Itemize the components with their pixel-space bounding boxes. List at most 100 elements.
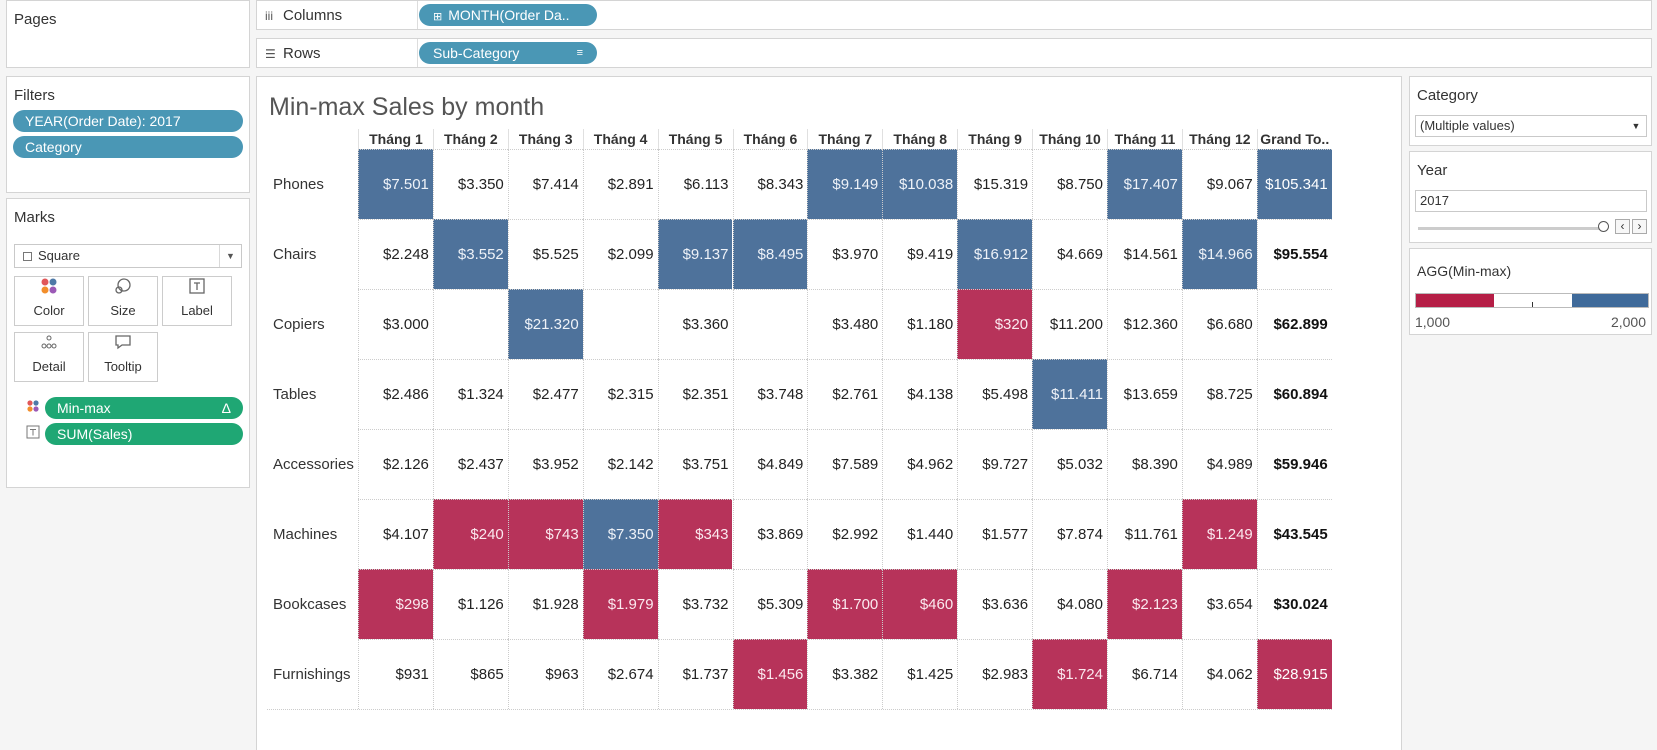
table-cell[interactable]: $5.032: [1032, 429, 1107, 499]
table-cell[interactable]: $6.680: [1181, 289, 1257, 359]
table-cell[interactable]: $1.440: [882, 499, 958, 569]
table-cell[interactable]: $9.419: [882, 219, 958, 289]
table-cell[interactable]: $1.249: [1181, 499, 1257, 569]
table-cell[interactable]: $931: [358, 639, 433, 709]
table-cell[interactable]: $2.315: [582, 359, 658, 429]
table-cell[interactable]: $3.732: [657, 569, 733, 639]
table-cell[interactable]: $8.725: [1181, 359, 1257, 429]
year-slider-track[interactable]: [1418, 227, 1604, 230]
table-cell[interactable]: $6.113: [657, 149, 733, 219]
table-cell[interactable]: $2.126: [358, 429, 433, 499]
row-header[interactable]: Bookcases: [273, 595, 347, 613]
table-cell[interactable]: $5.498: [957, 359, 1033, 429]
table-cell[interactable]: $2.992: [807, 499, 883, 569]
grand-total-cell[interactable]: $30.024: [1256, 569, 1332, 639]
column-header[interactable]: Tháng 11: [1107, 129, 1182, 149]
table-cell[interactable]: $2.983: [957, 639, 1033, 709]
year-slider-handle[interactable]: [1598, 221, 1609, 232]
column-header[interactable]: Grand To..: [1256, 129, 1332, 149]
table-cell[interactable]: $7.589: [807, 429, 883, 499]
table-cell[interactable]: $1.577: [957, 499, 1033, 569]
table-cell[interactable]: $2.891: [582, 149, 658, 219]
column-header[interactable]: Tháng 6: [732, 129, 808, 149]
table-cell[interactable]: $7.350: [582, 499, 658, 569]
field-pill-min-max[interactable]: Min-max Δ: [45, 397, 243, 419]
table-cell[interactable]: $2.351: [657, 359, 733, 429]
table-cell[interactable]: $2.123: [1107, 569, 1182, 639]
table-cell[interactable]: $16.912: [957, 219, 1033, 289]
table-cell[interactable]: $11.411: [1032, 359, 1107, 429]
column-header[interactable]: Tháng 5: [657, 129, 733, 149]
column-header[interactable]: Tháng 3: [507, 129, 583, 149]
table-cell[interactable]: $5.525: [507, 219, 583, 289]
table-cell[interactable]: $3.552: [432, 219, 508, 289]
column-header[interactable]: Tháng 2: [432, 129, 508, 149]
table-cell[interactable]: $4.138: [882, 359, 958, 429]
table-cell[interactable]: $4.962: [882, 429, 958, 499]
row-header[interactable]: Accessories: [273, 455, 354, 473]
grand-total-cell[interactable]: $60.894: [1256, 359, 1332, 429]
prev-button[interactable]: ‹: [1615, 219, 1630, 234]
filter-pill-category[interactable]: Category: [13, 136, 243, 158]
grand-total-cell[interactable]: $28.915: [1256, 639, 1332, 709]
table-cell[interactable]: $12.360: [1107, 289, 1182, 359]
table-cell[interactable]: $460: [882, 569, 958, 639]
table-cell[interactable]: $8.390: [1107, 429, 1182, 499]
table-cell[interactable]: $2.248: [358, 219, 433, 289]
table-cell[interactable]: $1.979: [582, 569, 658, 639]
color-button[interactable]: Color: [14, 276, 84, 326]
table-cell[interactable]: $2.099: [582, 219, 658, 289]
table-cell[interactable]: $1.724: [1032, 639, 1107, 709]
column-header[interactable]: Tháng 4: [582, 129, 658, 149]
table-cell[interactable]: $865: [432, 639, 508, 709]
table-cell[interactable]: $13.659: [1107, 359, 1182, 429]
row-header[interactable]: Phones: [273, 175, 324, 193]
table-cell[interactable]: $298: [358, 569, 433, 639]
columns-pill[interactable]: ⊞ MONTH(Order Da..: [419, 4, 597, 26]
table-cell[interactable]: $1.928: [507, 569, 583, 639]
table-cell[interactable]: $1.425: [882, 639, 958, 709]
table-cell[interactable]: $1.180: [882, 289, 958, 359]
plus-box-icon[interactable]: ⊞: [433, 11, 443, 23]
table-cell[interactable]: $3.748: [732, 359, 808, 429]
table-cell[interactable]: $343: [657, 499, 733, 569]
table-cell[interactable]: $11.761: [1107, 499, 1182, 569]
table-cell[interactable]: $17.407: [1107, 149, 1182, 219]
sort-icon[interactable]: ≡: [576, 47, 583, 59]
table-cell[interactable]: $2.761: [807, 359, 883, 429]
table-cell[interactable]: $15.319: [957, 149, 1033, 219]
table-cell[interactable]: $5.309: [732, 569, 808, 639]
mark-type-dropdown[interactable]: Square ▼: [14, 244, 242, 268]
table-cell[interactable]: $320: [957, 289, 1033, 359]
table-cell[interactable]: $4.849: [732, 429, 808, 499]
table-cell[interactable]: $3.952: [507, 429, 583, 499]
column-header[interactable]: Tháng 9: [957, 129, 1032, 149]
table-cell[interactable]: $1.737: [657, 639, 733, 709]
table-cell[interactable]: $3.869: [732, 499, 808, 569]
table-cell[interactable]: $3.751: [657, 429, 733, 499]
table-cell[interactable]: $3.480: [807, 289, 883, 359]
table-cell[interactable]: $11.200: [1032, 289, 1107, 359]
table-cell[interactable]: [432, 289, 508, 359]
tooltip-button[interactable]: Tooltip: [88, 332, 158, 382]
table-cell[interactable]: $9.727: [957, 429, 1033, 499]
column-header[interactable]: Tháng 1: [358, 129, 433, 149]
table-cell[interactable]: $3.970: [807, 219, 883, 289]
table-cell[interactable]: [582, 289, 658, 359]
grand-total-cell[interactable]: $59.946: [1256, 429, 1332, 499]
table-cell[interactable]: $1.700: [807, 569, 883, 639]
table-cell[interactable]: $14.561: [1107, 219, 1182, 289]
table-cell[interactable]: $3.350: [432, 149, 508, 219]
year-input[interactable]: 2017: [1415, 190, 1647, 212]
table-cell[interactable]: $1.126: [432, 569, 508, 639]
table-cell[interactable]: $9.137: [657, 219, 733, 289]
row-header[interactable]: Chairs: [273, 245, 317, 263]
table-cell[interactable]: $10.038: [882, 149, 958, 219]
table-cell[interactable]: $9.149: [807, 149, 883, 219]
grand-total-cell[interactable]: $43.545: [1256, 499, 1332, 569]
grand-total-cell[interactable]: $95.554: [1256, 219, 1332, 289]
table-cell[interactable]: $2.477: [507, 359, 583, 429]
table-cell[interactable]: [732, 289, 808, 359]
table-cell[interactable]: $9.067: [1181, 149, 1257, 219]
table-cell[interactable]: $14.966: [1181, 219, 1257, 289]
